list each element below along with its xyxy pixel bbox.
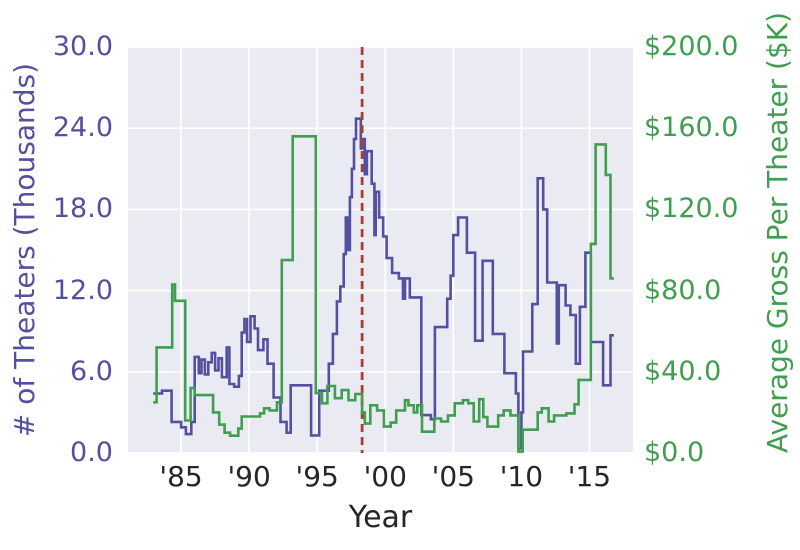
right-axis-title: Average Gross Per Theater ($K) [761,11,794,453]
y-tick-left: 6.0 [70,355,113,387]
x-tick: '00 [363,460,407,493]
gross-line [153,135,614,453]
y-tick-right: $0.0 [644,437,705,468]
y-tick-right: $40.0 [644,355,722,387]
x-tick: '95 [295,460,339,493]
x-tick: '15 [567,460,612,493]
y-tick-left: 12.0 [52,274,113,306]
theaters-line [153,117,614,450]
x-tick: '90 [227,460,271,493]
y-tick-right: $200.0 [644,31,739,62]
y-tick-left: 18.0 [52,193,113,225]
plot-background [128,47,633,453]
y-tick-left: 0.0 [70,437,113,468]
y-tick-left: 24.0 [52,112,113,144]
x-tick: '05 [431,460,475,493]
x-tick: '85 [159,460,203,493]
x-tick: '10 [499,460,544,493]
y-tick-right: $120.0 [644,193,739,225]
x-axis-title: Year [348,500,413,535]
y-tick-right: $80.0 [644,274,722,306]
y-tick-left: 30.0 [52,31,113,62]
y-tick-right: $160.0 [644,112,739,144]
left-axis-title: # of Theaters (Thousands) [8,62,41,438]
